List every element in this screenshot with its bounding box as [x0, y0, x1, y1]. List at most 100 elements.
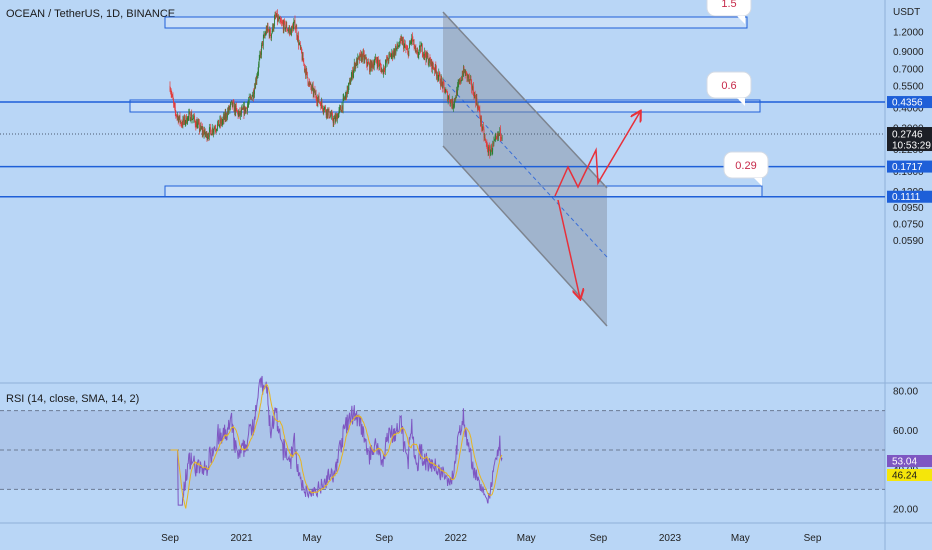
x-tick-label: Sep [804, 533, 822, 544]
candle-body [359, 53, 361, 61]
candle-body [304, 69, 306, 71]
candle-body [458, 82, 460, 84]
candle-body [211, 128, 213, 134]
candle-body [411, 34, 413, 42]
candle-body [464, 71, 466, 76]
candle-body [453, 103, 455, 106]
candle-body [445, 90, 447, 93]
candle-body [321, 101, 322, 109]
candle-body [284, 20, 285, 22]
candle-body [473, 94, 475, 99]
candle-body [433, 68, 435, 70]
candle-body [177, 115, 178, 117]
candle-body [186, 115, 187, 124]
candle-body [448, 96, 450, 99]
candle-body [482, 125, 484, 130]
candle-body [213, 128, 215, 131]
candle-body [450, 99, 452, 103]
candle-body [419, 46, 420, 51]
candle-body [481, 118, 482, 128]
price-level-pill-bg [887, 96, 932, 109]
candle-body [230, 103, 231, 108]
candle-body [421, 45, 423, 55]
zone-callout-tail [737, 16, 745, 24]
candle-body [183, 116, 185, 122]
candle-body [443, 82, 445, 88]
candle-body [381, 69, 383, 73]
candle-body [453, 105, 454, 108]
zone-callout-label: 0.6 [721, 80, 736, 92]
candle-body [396, 43, 398, 48]
candle-body [444, 87, 445, 93]
price-level-pill: 0.4356 [892, 98, 923, 109]
candle-body [224, 113, 225, 120]
candle-body [377, 59, 379, 66]
candle-body [392, 51, 393, 58]
candle-body [333, 117, 335, 120]
candle-body [201, 128, 203, 133]
candle-body [467, 74, 468, 79]
candle-body [376, 61, 378, 66]
candle-body [314, 89, 316, 95]
candle-body [462, 75, 464, 77]
candle-body [329, 115, 331, 118]
candle-body [284, 21, 286, 30]
candle-body [301, 47, 302, 53]
candle-body [316, 98, 318, 102]
candle-body [218, 120, 220, 127]
candle-body [227, 111, 229, 112]
candle-body [364, 57, 366, 61]
candle-body [224, 113, 226, 119]
candle-body [432, 62, 434, 67]
candle-body [394, 48, 396, 56]
candle-body [334, 117, 336, 122]
candle-body [204, 129, 206, 135]
candle-body [436, 75, 438, 77]
candle-body [403, 40, 404, 49]
candle-body [356, 59, 358, 65]
candle-body [223, 116, 225, 120]
candle-body [437, 76, 439, 79]
candle-body [318, 95, 320, 103]
candle-body [365, 57, 366, 59]
candle-body [243, 106, 245, 115]
candle-body [388, 54, 390, 61]
candle-body [254, 87, 256, 89]
candle-body [273, 26, 275, 30]
candle-body [326, 109, 328, 115]
candle-body [474, 93, 475, 99]
candle-body [429, 57, 430, 64]
candle-body [261, 44, 262, 55]
candle-body [235, 105, 237, 114]
candle-body [421, 45, 423, 47]
candle-body [246, 108, 248, 112]
candle-body [314, 89, 315, 91]
candle-body [471, 80, 472, 89]
candle-body [237, 111, 238, 112]
candle-body [500, 128, 501, 138]
candle-body [441, 78, 443, 83]
candle-body [255, 79, 257, 82]
candle-body [241, 109, 242, 114]
candle-body [286, 24, 288, 30]
candle-body [184, 116, 186, 124]
zone-callout-bubble [706, 71, 752, 99]
candle-body [343, 96, 345, 99]
candle-body [255, 79, 257, 89]
candle-body [443, 81, 444, 83]
candle-body [419, 45, 421, 47]
candle-body [481, 127, 483, 130]
candle-body [296, 27, 298, 37]
candle-body [389, 53, 391, 55]
candle-body [310, 83, 312, 88]
candle-body [305, 69, 307, 76]
candle-body [271, 33, 272, 39]
candle-body [373, 64, 374, 68]
candle-body [280, 21, 282, 23]
candle-body [483, 125, 484, 129]
candle-body [424, 51, 426, 56]
candle-body [169, 85, 171, 91]
candle-body [321, 101, 323, 106]
bullish-arrow [554, 112, 640, 197]
